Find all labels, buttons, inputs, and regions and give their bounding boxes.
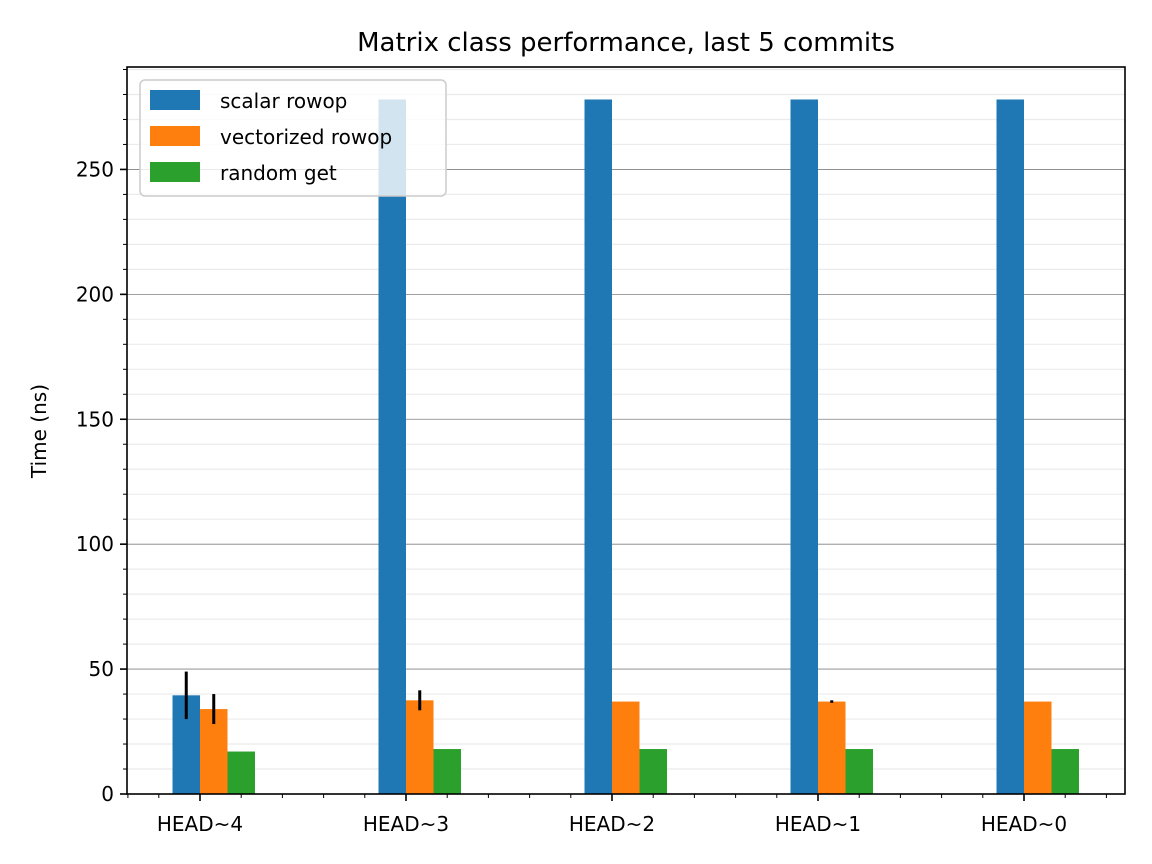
bar-scalar-rowop-HEAD~2 — [584, 99, 612, 794]
y-tick-label: 250 — [76, 157, 114, 181]
bar-vectorized-rowop-HEAD~3 — [406, 700, 434, 794]
bar-vectorized-rowop-HEAD~0 — [1024, 701, 1052, 794]
bar-scalar-rowop-HEAD~0 — [996, 99, 1024, 794]
bar-random-get-HEAD~0 — [1051, 749, 1079, 794]
legend-label-vectorized-rowop: vectorized rowop — [220, 125, 392, 149]
bar-random-get-HEAD~4 — [227, 751, 255, 794]
x-tick-label: HEAD~1 — [775, 812, 861, 836]
legend-swatch-scalar-rowop — [150, 90, 200, 110]
bar-vectorized-rowop-HEAD~2 — [612, 701, 640, 794]
legend-box — [139, 79, 447, 197]
legend-swatch-vectorized-rowop — [150, 126, 200, 146]
legend-swatch-random-get — [150, 162, 200, 182]
legend: scalar rowop vectorized rowop random get — [139, 79, 447, 197]
y-tick-label: 200 — [76, 282, 114, 306]
bar-random-get-HEAD~3 — [433, 749, 461, 794]
grid-layer — [127, 68, 1125, 770]
y-tick-label: 150 — [76, 407, 114, 431]
bar-random-get-HEAD~1 — [845, 749, 873, 794]
x-tick-label: HEAD~2 — [569, 812, 655, 836]
bar-vectorized-rowop-HEAD~1 — [818, 701, 846, 794]
x-tick-label: HEAD~4 — [157, 812, 243, 836]
bar-scalar-rowop-HEAD~1 — [790, 99, 818, 794]
plot-frame — [126, 66, 1126, 795]
bar-scalar-rowop-HEAD~3 — [378, 99, 406, 794]
bar-random-get-HEAD~2 — [639, 749, 667, 794]
legend-label-random-get: random get — [220, 161, 337, 185]
y-tick-label: 100 — [76, 532, 114, 556]
bars-layer — [172, 99, 1079, 794]
y-tick-label: 0 — [101, 782, 114, 806]
chart-title: Matrix class performance, last 5 commits — [357, 28, 895, 58]
legend-label-scalar-rowop: scalar rowop — [220, 89, 347, 113]
axes-layer: 0 50 100 150 200 250 HEAD~4 HEAD~3 HEAD~2 HEAD~1 H… — [76, 66, 1126, 836]
y-tick-label: 50 — [89, 657, 114, 681]
x-tick-label: HEAD~3 — [363, 812, 449, 836]
y-axis-label: Time (ns) — [27, 384, 51, 479]
x-tick-label: HEAD~0 — [981, 812, 1067, 836]
